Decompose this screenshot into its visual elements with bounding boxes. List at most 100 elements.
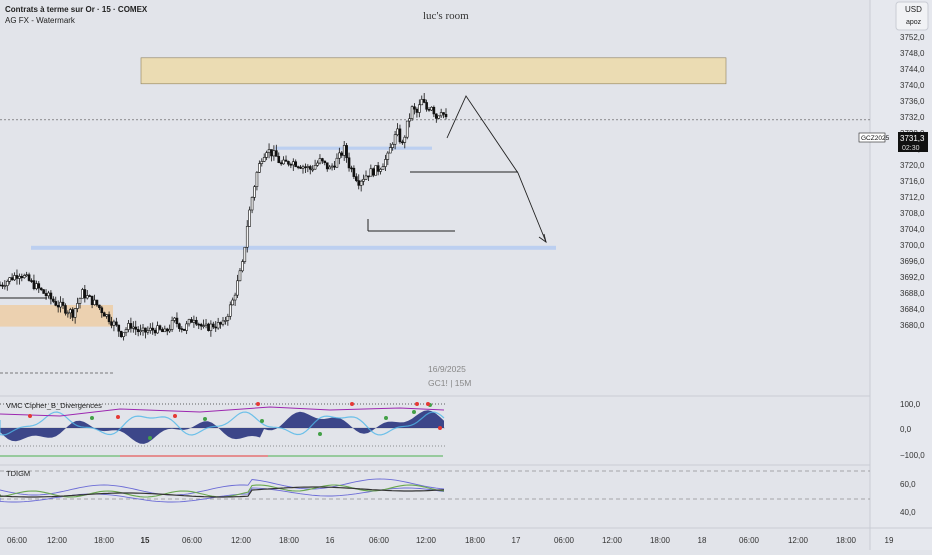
candle-body bbox=[352, 167, 356, 177]
watermark-ticker: GC1! | 15M bbox=[428, 378, 472, 388]
candle-body bbox=[279, 162, 283, 165]
candle-body bbox=[47, 292, 50, 297]
candle-body bbox=[439, 112, 443, 117]
scale-mode-label[interactable]: apoz bbox=[906, 19, 922, 26]
candle-body bbox=[221, 320, 225, 325]
cipher-green-dot bbox=[260, 419, 264, 423]
candle-body bbox=[175, 317, 179, 325]
time-tick-label: 18:00 bbox=[94, 536, 115, 545]
candle-body bbox=[379, 169, 382, 172]
candle-body bbox=[255, 172, 259, 187]
candle-body bbox=[66, 312, 70, 315]
candle-body bbox=[56, 305, 60, 308]
cipher-axis-label: −100,0 bbox=[900, 451, 925, 460]
candle-body bbox=[132, 326, 135, 329]
candle-body bbox=[338, 152, 341, 159]
candle-body bbox=[364, 175, 368, 180]
cipher-pane-title: VMC Cipher_B_Divergences bbox=[6, 401, 102, 410]
price-tick-label: 3696,0 bbox=[900, 257, 925, 266]
candle-body bbox=[413, 106, 416, 110]
candle-body bbox=[20, 276, 24, 279]
cipher-green-dot bbox=[148, 436, 152, 440]
cipher-axis-label: 0,0 bbox=[900, 425, 912, 434]
candle-body bbox=[202, 325, 205, 327]
candle-body bbox=[347, 157, 351, 169]
candle-body bbox=[112, 321, 116, 326]
candle-body bbox=[342, 145, 346, 156]
price-tick-label: 3688,0 bbox=[900, 289, 925, 298]
cipher-red-dot bbox=[415, 402, 419, 406]
candle-body bbox=[325, 162, 329, 170]
candle-body bbox=[98, 304, 101, 309]
room-label: luc's room bbox=[423, 10, 469, 22]
candle-body bbox=[350, 167, 353, 170]
candle-body bbox=[245, 226, 249, 248]
candle-body bbox=[178, 323, 181, 329]
candle-body bbox=[318, 158, 322, 164]
candle-body bbox=[209, 323, 213, 331]
candle-body bbox=[105, 314, 108, 317]
candle-body bbox=[81, 289, 84, 299]
candle-body bbox=[61, 301, 65, 306]
candle-body bbox=[284, 159, 288, 162]
candles bbox=[0, 93, 448, 341]
price-tag-value: 3731,3 bbox=[900, 134, 925, 143]
candle-body bbox=[32, 280, 36, 289]
price-tick-label: 3700,0 bbox=[900, 241, 925, 250]
candle-body bbox=[13, 275, 16, 281]
candle-body bbox=[207, 323, 210, 331]
candle-body bbox=[35, 283, 38, 289]
time-tick-label: 19 bbox=[885, 536, 894, 545]
cipher-red-dot bbox=[28, 414, 32, 418]
indicator-label: AG FX - Watermark bbox=[5, 16, 75, 25]
time-tick-label: 18:00 bbox=[836, 536, 857, 545]
candle-body bbox=[226, 316, 230, 321]
candle-body bbox=[127, 323, 130, 330]
candle-body bbox=[85, 295, 89, 299]
candle-body bbox=[330, 165, 334, 168]
candle-body bbox=[44, 293, 48, 297]
candle-body bbox=[362, 178, 365, 182]
candle-body bbox=[296, 166, 300, 168]
time-tick-label: 06:00 bbox=[554, 536, 575, 545]
candle-body bbox=[386, 152, 390, 160]
symbol-tag bbox=[858, 132, 886, 143]
tdigm-pane-title: TDIGM bbox=[6, 469, 31, 478]
time-tick-label: 12:00 bbox=[47, 536, 68, 545]
currency-button[interactable]: USD bbox=[905, 5, 922, 14]
candle-body bbox=[18, 276, 21, 279]
price-tick-label: 3740,0 bbox=[900, 81, 925, 90]
symbol-title: Contrats à terme sur Or · 15 · COMEX bbox=[5, 5, 148, 14]
candle-body bbox=[313, 165, 317, 170]
cipher-green-dot bbox=[203, 417, 207, 421]
candle-body bbox=[398, 128, 402, 143]
candle-body bbox=[275, 150, 278, 157]
candle-body bbox=[260, 161, 264, 164]
candle-body bbox=[403, 136, 407, 143]
time-tick-label: 12:00 bbox=[602, 536, 623, 545]
candle-body bbox=[267, 149, 271, 153]
candle-body bbox=[250, 197, 254, 211]
candle-body bbox=[30, 280, 33, 282]
candle-body bbox=[311, 168, 314, 171]
candle-body bbox=[95, 299, 99, 306]
candle-body bbox=[243, 246, 247, 262]
candle-body bbox=[444, 114, 448, 118]
candle-body bbox=[231, 299, 234, 306]
price-tick-label: 3752,0 bbox=[900, 33, 925, 42]
candle-body bbox=[136, 329, 140, 333]
candle-body bbox=[27, 274, 31, 281]
candle-body bbox=[25, 274, 28, 277]
time-tick-label: 16 bbox=[326, 536, 335, 545]
watermark-date: 16/9/2025 bbox=[428, 364, 466, 374]
candle-body bbox=[294, 161, 298, 167]
cipher-purple-line bbox=[0, 406, 445, 417]
time-tick-label: 18:00 bbox=[279, 536, 300, 545]
candle-body bbox=[442, 112, 445, 115]
candle-body bbox=[219, 322, 222, 325]
price-tick-label: 3748,0 bbox=[900, 49, 925, 58]
candle-body bbox=[345, 145, 348, 159]
candle-body bbox=[282, 159, 285, 165]
candle-body bbox=[68, 309, 72, 314]
